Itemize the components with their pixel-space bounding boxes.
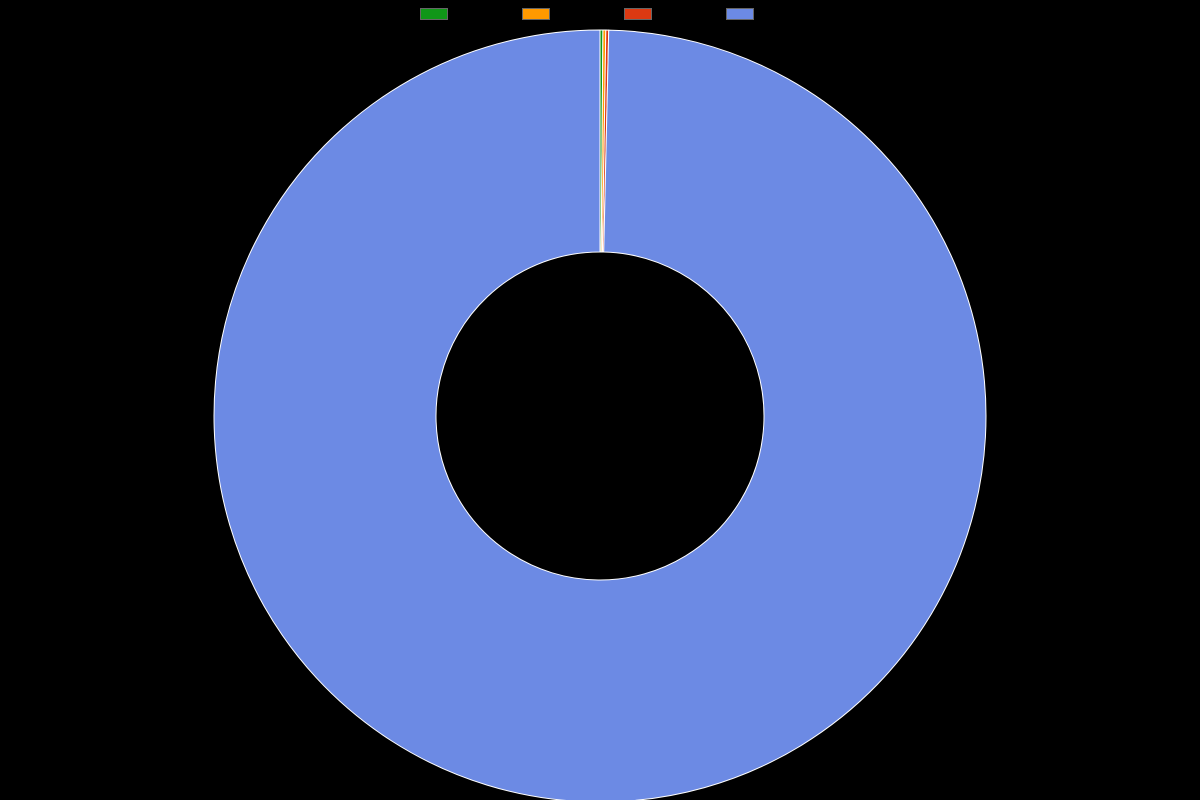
chart-container xyxy=(0,0,1200,800)
donut-slice-3[interactable] xyxy=(214,30,986,800)
legend xyxy=(0,8,1200,20)
legend-item-3[interactable] xyxy=(726,8,780,20)
donut-svg xyxy=(212,28,988,800)
legend-item-2[interactable] xyxy=(624,8,678,20)
legend-swatch-1 xyxy=(522,8,550,20)
legend-item-1[interactable] xyxy=(522,8,576,20)
legend-swatch-3 xyxy=(726,8,754,20)
legend-item-0[interactable] xyxy=(420,8,474,20)
legend-swatch-0 xyxy=(420,8,448,20)
legend-swatch-2 xyxy=(624,8,652,20)
donut-chart xyxy=(212,28,988,800)
